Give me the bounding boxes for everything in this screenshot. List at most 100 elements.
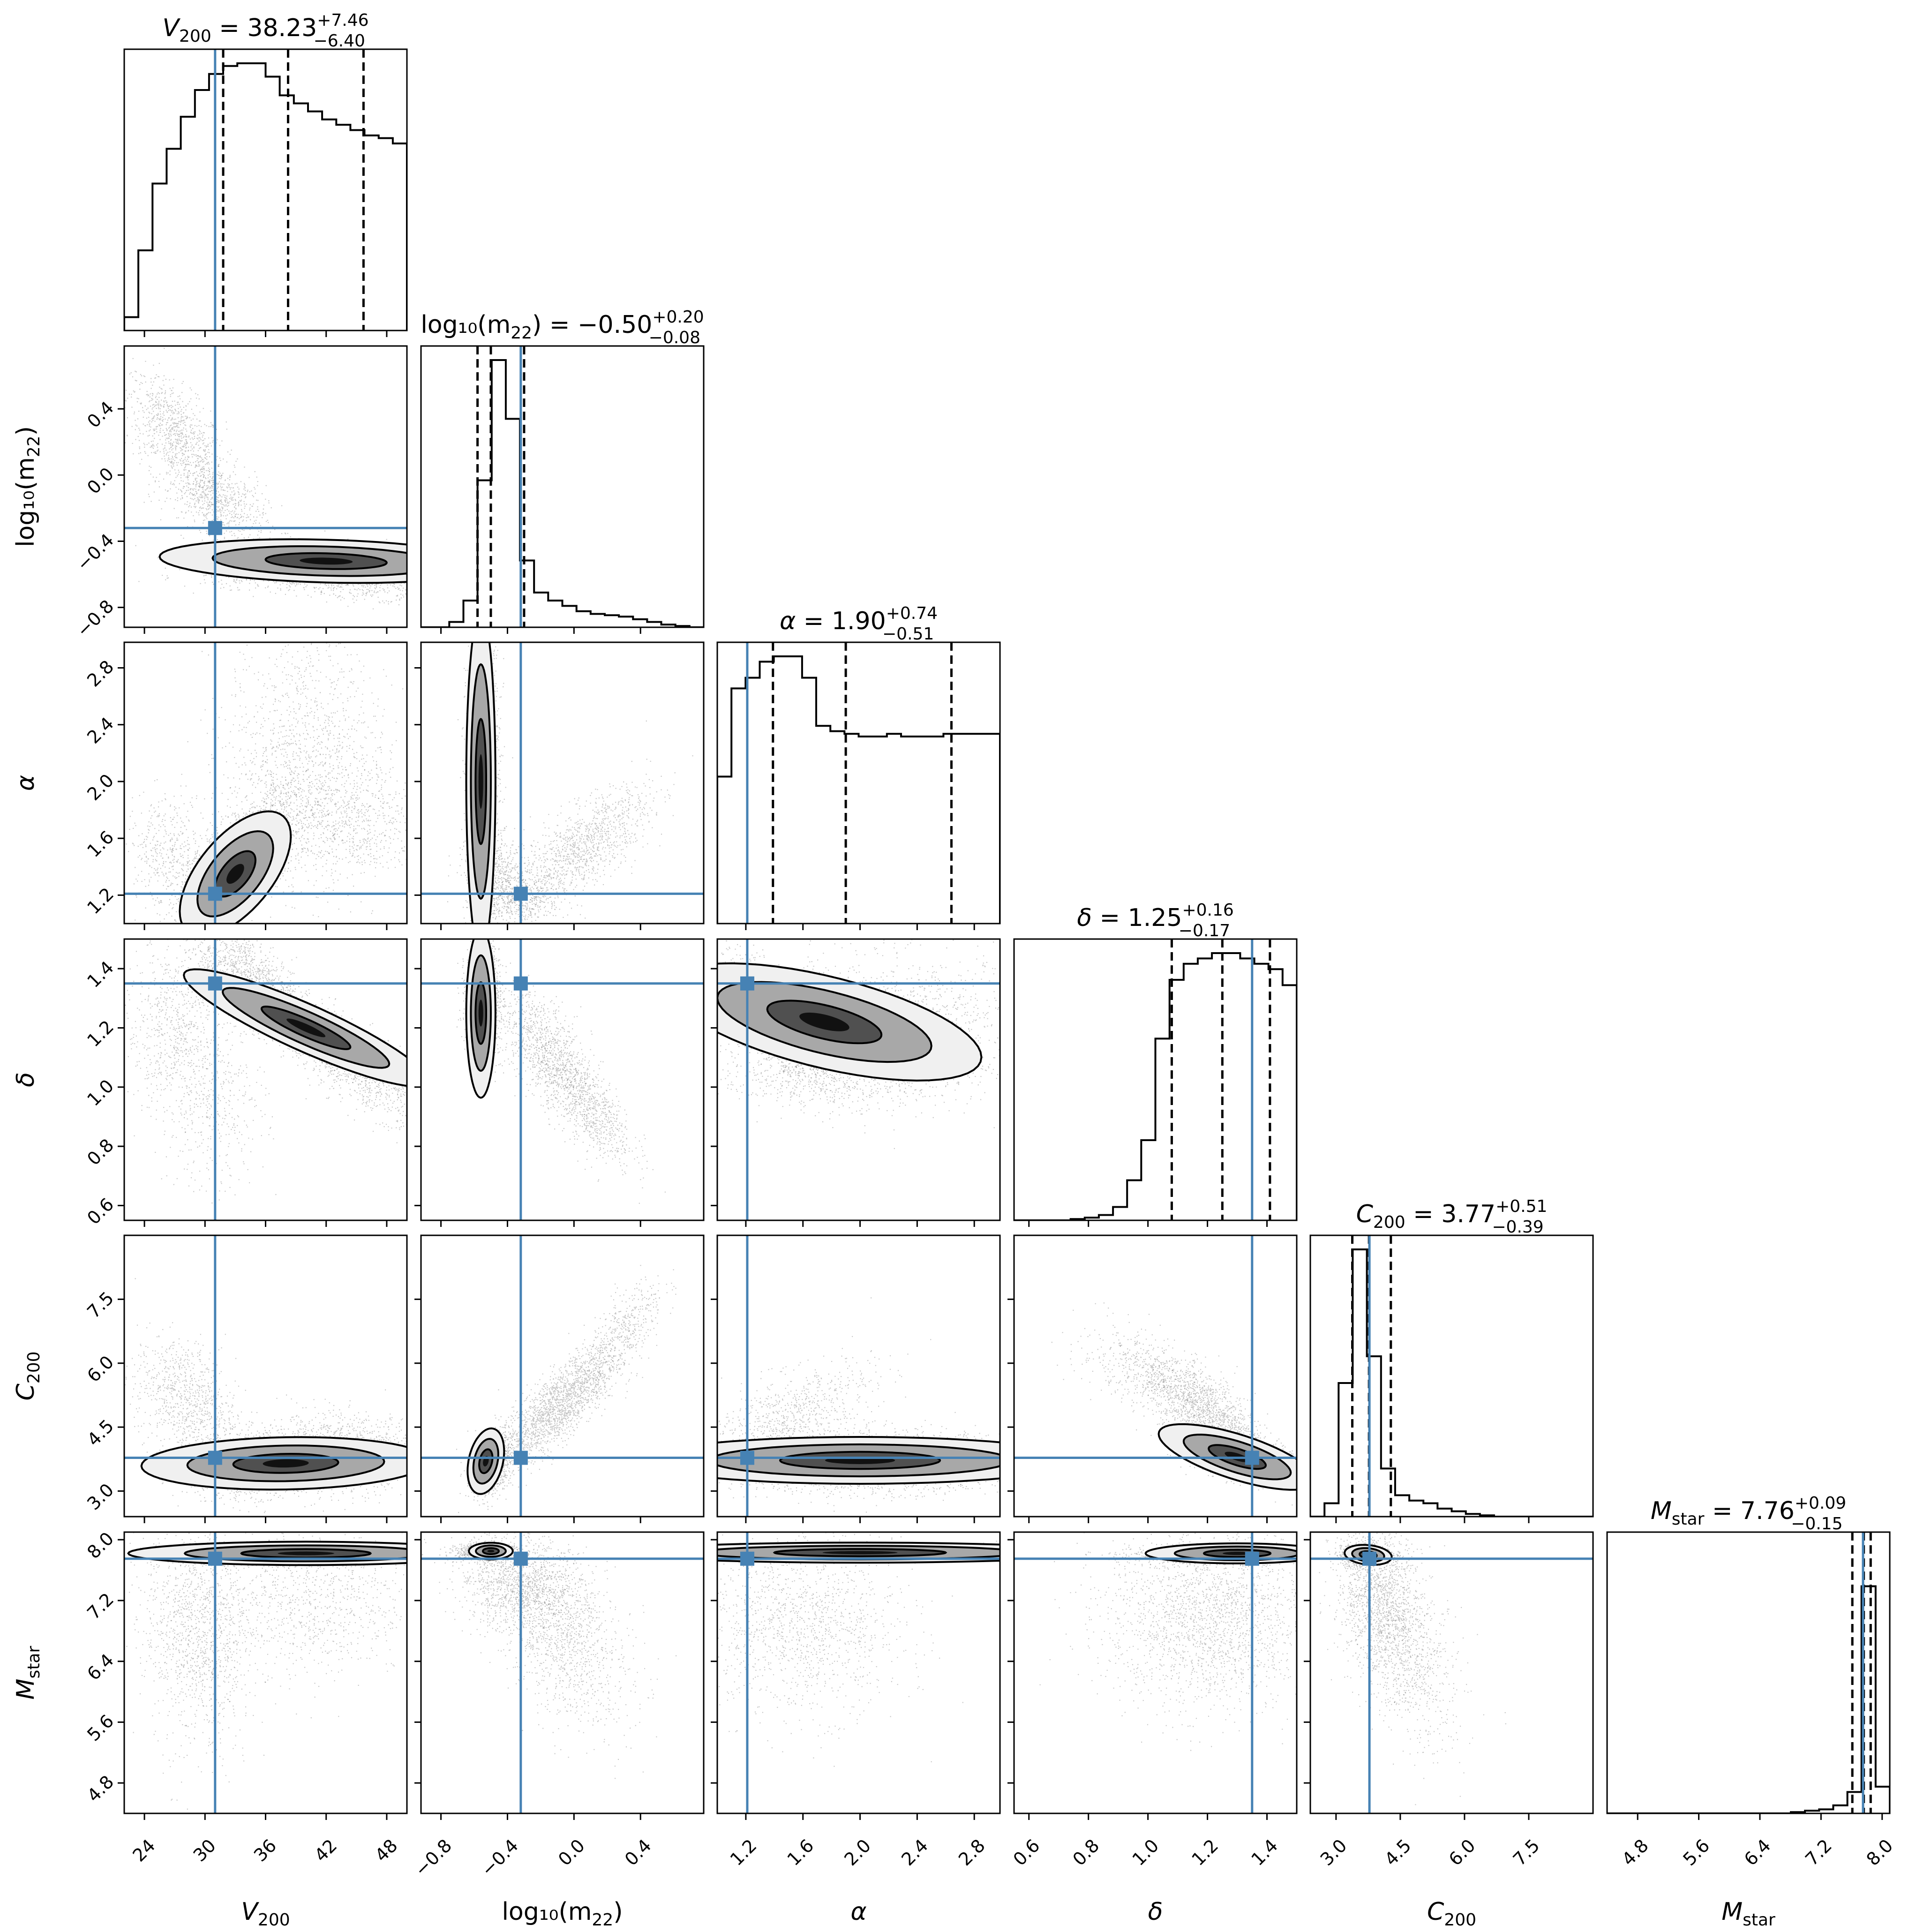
- scatter-panel-V200-Mstar: [124, 1532, 407, 1813]
- y-tick-label: 4.5: [83, 1415, 118, 1450]
- x-tick-label: 48: [371, 1835, 401, 1865]
- y-tick-label: 1.2: [83, 1016, 118, 1051]
- panel-frame: [420, 345, 705, 628]
- title-value: = 3.77: [1405, 1200, 1496, 1228]
- x-tick-label: 42: [310, 1835, 341, 1865]
- panel-frame: [1606, 1531, 1891, 1814]
- scatter-samples: [1336, 1533, 1506, 1805]
- scatter-samples: [565, 1265, 676, 1398]
- scatter-panel-log10m22-delta: [421, 939, 704, 1220]
- histogram-title: α = 1.90+0.74 −0.51: [780, 604, 938, 644]
- x-axis-label-Mstar: Mstar: [1721, 1898, 1775, 1930]
- histogram-step: [1014, 952, 1297, 1220]
- density-peak: [478, 754, 483, 809]
- panel-frame: [420, 938, 705, 1221]
- histogram-title: Mstar = 7.76+0.09 −0.15: [1651, 1494, 1846, 1534]
- x-tick-label: 4.5: [1381, 1835, 1415, 1870]
- density-peak: [263, 1459, 309, 1468]
- histogram-title: V200 = 38.23+7.46 −6.40: [162, 11, 368, 51]
- title-label: α: [780, 607, 796, 635]
- x-axis-label-C200: C200: [1427, 1898, 1476, 1930]
- y-tick-label: 2.8: [83, 656, 118, 691]
- x-tick-label: 1.4: [1247, 1835, 1282, 1870]
- x-tick-label: 1.2: [726, 1835, 761, 1870]
- truth-marker: [1245, 1551, 1259, 1566]
- x-tick-label: 0.6: [1009, 1835, 1044, 1870]
- panel-frame: [420, 641, 705, 925]
- x-tick-label: 1.6: [783, 1835, 818, 1870]
- panel-frame: [420, 1531, 705, 1814]
- scatter-samples: [717, 939, 1000, 1149]
- title-minus-error: −0.17: [1179, 921, 1230, 940]
- density-peak: [1223, 1552, 1252, 1555]
- x-tick-label: 2.8: [954, 1835, 989, 1870]
- title-label-sub: 22: [511, 323, 532, 343]
- x-tick-label: 0.4: [621, 1835, 655, 1870]
- truth-marker: [208, 887, 222, 901]
- title-label-suffix: ): [532, 311, 541, 339]
- scatter-panel-delta-C200: [1014, 1235, 1297, 1517]
- panel-frame: [420, 1234, 705, 1518]
- x-tick-label: 2.0: [840, 1835, 875, 1870]
- x-tick-label: 24: [128, 1835, 159, 1865]
- x-tick-label: 6.4: [1740, 1835, 1775, 1870]
- histogram-step: [1607, 1585, 1890, 1813]
- scatter-samples: [126, 1532, 273, 1734]
- y-tick-label: 0.0: [83, 464, 118, 498]
- x-tick-label: 0.0: [554, 1835, 589, 1870]
- title-label: log₁₀(m: [421, 311, 511, 339]
- panel-frame: [123, 345, 408, 628]
- scatter-panel-V200-delta: [124, 939, 407, 1220]
- truth-marker: [740, 1551, 754, 1566]
- title-minus-error: −0.15: [1791, 1514, 1842, 1534]
- panel-frame: [1309, 1531, 1594, 1814]
- y-tick-label: 6.4: [83, 1650, 118, 1684]
- panel-frame: [716, 641, 1001, 925]
- density-peak: [226, 864, 244, 884]
- title-value: = 1.90: [796, 607, 886, 635]
- y-tick-label: 8.0: [83, 1528, 118, 1563]
- x-axis-label-log10m22: log₁₀(m22): [502, 1898, 623, 1930]
- histogram-title: C200 = 3.77+0.51 −0.39: [1356, 1197, 1548, 1237]
- scatter-samples: [139, 442, 291, 555]
- scatter-panel-alpha-C200: [717, 1235, 1000, 1517]
- scatter-panel-log10m22-alpha: [421, 642, 704, 924]
- title-minus-error: −0.39: [1492, 1218, 1543, 1237]
- scatter-samples: [509, 985, 666, 1204]
- title-plus-error: +0.16: [1182, 901, 1233, 920]
- panel-frame: [123, 1531, 408, 1814]
- truth-marker: [1362, 1551, 1377, 1566]
- x-tick-label: 3.0: [1316, 1835, 1351, 1870]
- y-tick-label: 1.0: [83, 1075, 118, 1110]
- y-tick-label: 5.6: [83, 1711, 118, 1745]
- title-minus-error: −0.08: [649, 328, 700, 347]
- panel-frame: [1309, 1234, 1594, 1518]
- y-axis-label-log10m22: log₁₀(m22): [12, 426, 44, 547]
- panel-frame: [1013, 1531, 1298, 1814]
- y-tick-label: 7.2: [83, 1589, 118, 1624]
- histogram-title: log₁₀(m22) = −0.50+0.20 −0.08: [421, 308, 704, 347]
- scatter-panel-V200-log10m22: [124, 346, 407, 627]
- y-tick-label: 4.8: [83, 1771, 118, 1806]
- scatter-samples: [1039, 1532, 1297, 1751]
- histogram-delta: [1014, 939, 1297, 1220]
- truth-marker: [208, 521, 222, 535]
- truth-marker: [513, 1451, 528, 1465]
- histogram-alpha: [717, 642, 1000, 924]
- x-tick-label: 36: [250, 1835, 280, 1865]
- scatter-panel-V200-C200: [124, 1235, 407, 1517]
- y-tick-label: −0.4: [73, 530, 118, 575]
- title-label: C: [1356, 1200, 1374, 1228]
- scatter-samples: [158, 1532, 407, 1719]
- histogram-C200: [1310, 1235, 1593, 1517]
- title-label: V: [162, 14, 180, 42]
- truth-marker: [208, 1551, 222, 1566]
- histogram-step: [717, 655, 1000, 924]
- density-peak: [487, 1549, 495, 1553]
- title-label: M: [1651, 1497, 1672, 1525]
- title-value: = 38.23: [211, 14, 317, 42]
- y-tick-label: 0.8: [83, 1135, 118, 1169]
- truth-marker: [513, 1551, 528, 1566]
- density-peak: [799, 1012, 849, 1031]
